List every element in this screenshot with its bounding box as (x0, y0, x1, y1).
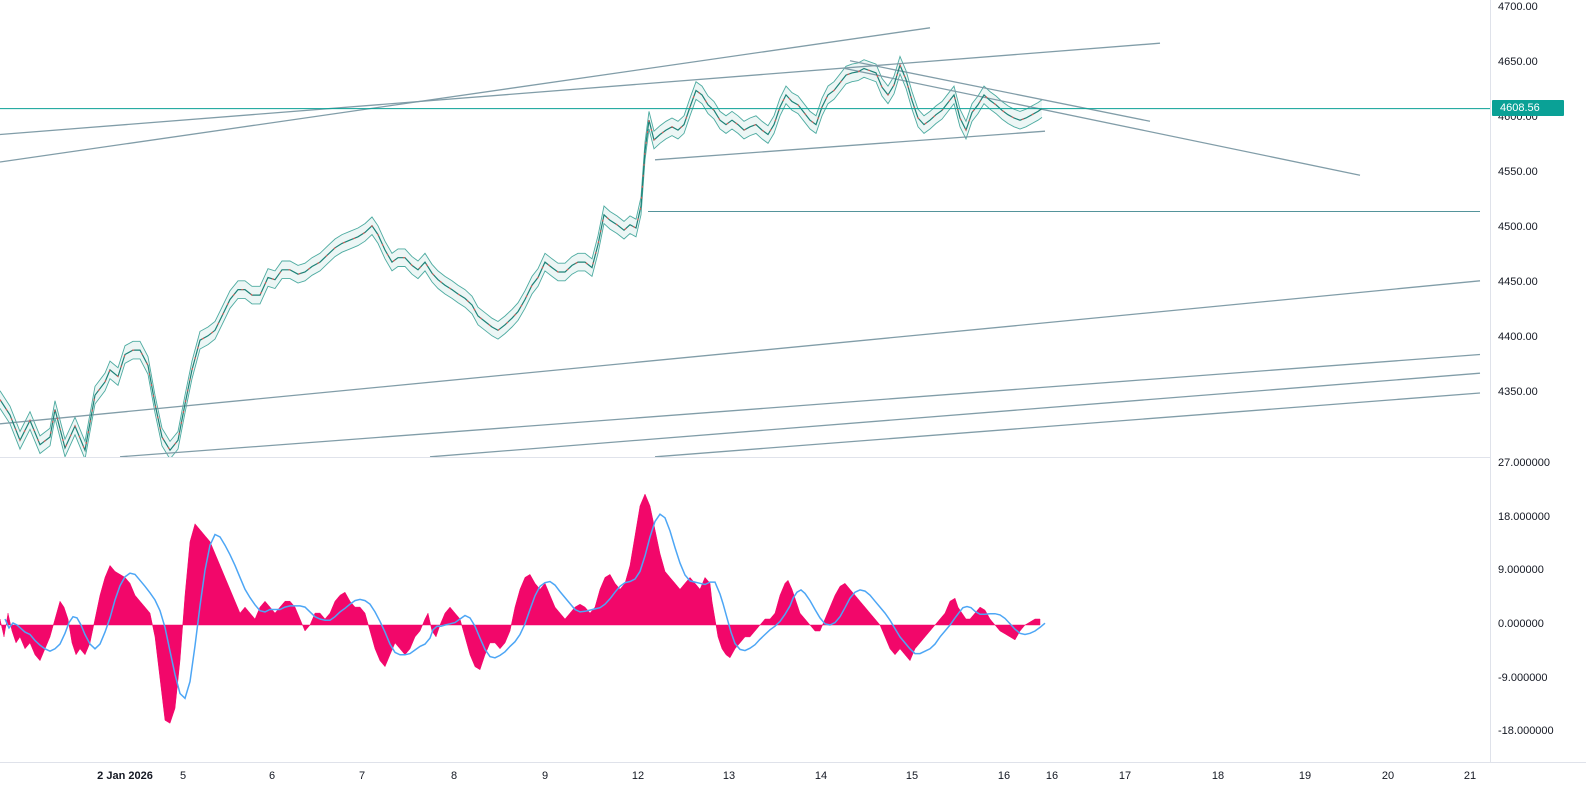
price-series-line (0, 63, 1043, 453)
oscillator-axis-label: 0.000000 (1498, 618, 1544, 630)
price-band-lower (0, 72, 1043, 458)
time-axis-tick: 16 (997, 770, 1011, 782)
time-axis-tick: 5 (179, 770, 187, 782)
price-axis-label: 4550.00 (1498, 166, 1538, 178)
price-axis-label: 4500.00 (1498, 221, 1538, 233)
time-axis-tick: 8 (450, 770, 458, 782)
price-down-ticks (0, 63, 1043, 453)
trendline[interactable] (654, 130, 1046, 161)
trendline[interactable] (849, 60, 1151, 122)
time-axis-tick: 18 (1211, 770, 1225, 782)
price-axis-label: 4450.00 (1498, 276, 1538, 288)
trendline[interactable] (429, 372, 1481, 458)
time-axis-tick: 16 (1045, 770, 1059, 782)
oscillator-axis-label: 9.000000 (1498, 564, 1544, 577)
trendline[interactable] (0, 280, 1481, 425)
signal-line (4, 513, 1046, 700)
trendline[interactable] (654, 392, 1481, 458)
oscillator-axis-label: 18.000000 (1498, 510, 1550, 523)
price-band (0, 56, 1042, 458)
trendline[interactable] (844, 67, 1361, 176)
chart-canvas[interactable] (0, 0, 1490, 762)
pane-divider[interactable] (0, 457, 1490, 458)
time-axis-tick: 14 (814, 770, 828, 782)
price-axis-label: 4700.00 (1498, 1, 1538, 13)
price-band-upper (0, 55, 1043, 443)
time-axis-tick: 17 (1118, 770, 1132, 782)
time-axis-tick: 13 (722, 770, 736, 782)
time-axis-tick: 2 Jan 2026 (97, 770, 153, 782)
current-price-badge: 4608.56 (1492, 99, 1564, 116)
time-axis-tick: 21 (1463, 770, 1477, 782)
time-axis-tick: 15 (905, 770, 919, 782)
oscillator-axis-label: -18.000000 (1498, 725, 1554, 738)
time-axis-tick: 6 (268, 770, 276, 782)
time-axis-tick: 20 (1381, 770, 1395, 782)
time-axis[interactable]: 2 Jan 2026 5 6 7 8 9 12 13 14 15 16 16 17 18 19 20 21 (0, 762, 1586, 790)
momentum-histogram (0, 493, 1041, 724)
time-axis-tick: 7 (358, 770, 366, 782)
price-axis-label: 4400.00 (1498, 331, 1538, 343)
oscillator-axis-label: 27.000000 (1498, 457, 1550, 470)
price-axis[interactable]: 4608.56 4700.00 4650.00 4600.00 4550.00 4500… (1490, 0, 1586, 762)
time-axis-tick: 9 (541, 770, 549, 782)
price-pane[interactable] (0, 0, 1490, 458)
time-axis-tick: 19 (1298, 770, 1312, 782)
trendline[interactable] (0, 42, 1161, 136)
trendline[interactable] (0, 27, 931, 163)
price-axis-label: 4650.00 (1498, 56, 1538, 68)
time-axis-tick: 12 (631, 770, 645, 782)
trendline[interactable] (119, 353, 1481, 458)
oscillator-axis-label: -9.000000 (1498, 671, 1548, 684)
price-axis-label: 4350.00 (1498, 386, 1538, 398)
oscillator-pane[interactable] (0, 458, 1490, 762)
